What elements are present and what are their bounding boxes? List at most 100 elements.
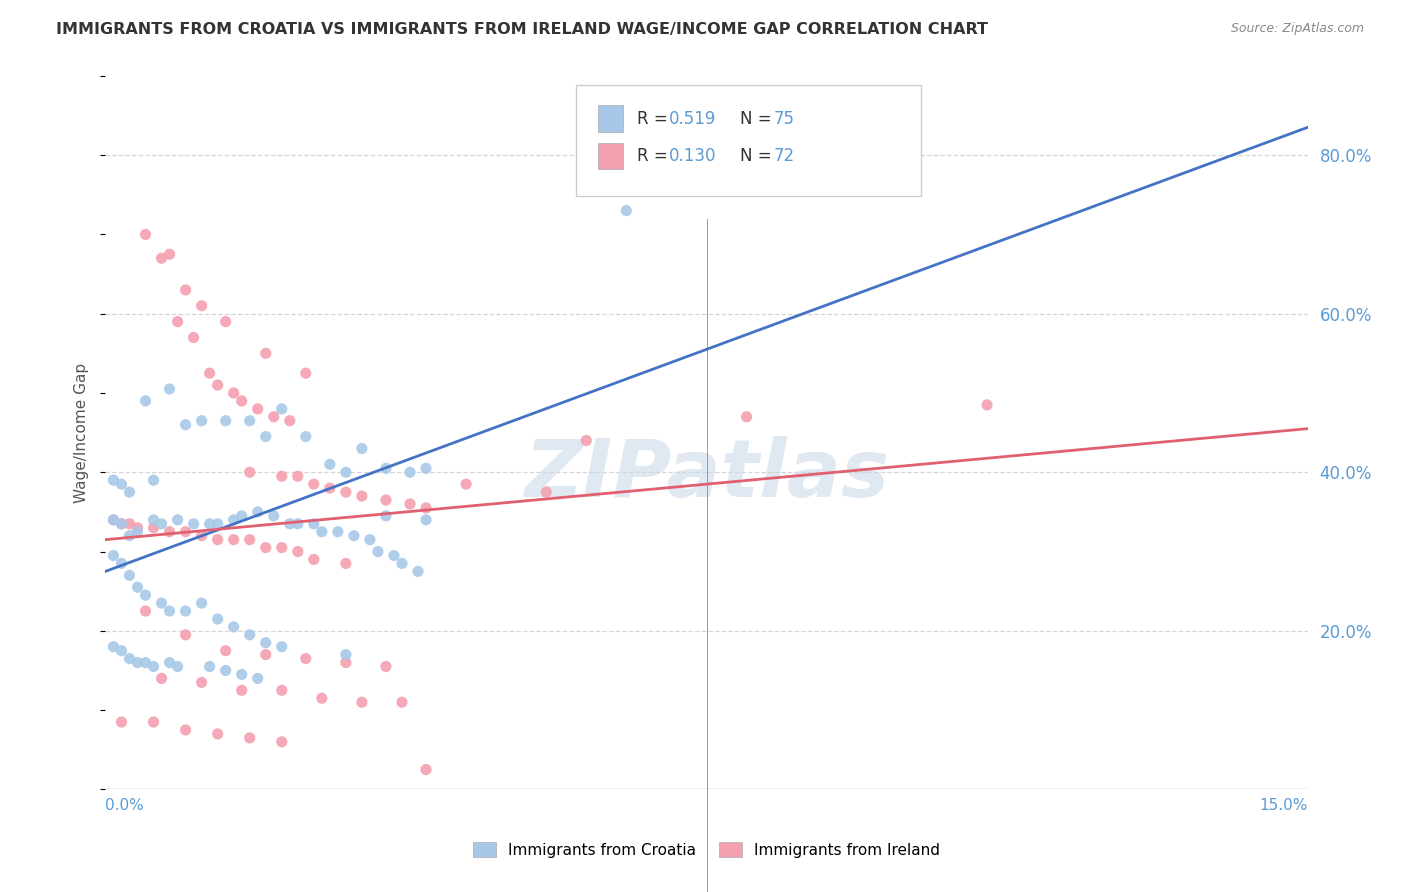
Point	[976, 398, 998, 412]
Point	[254, 636, 277, 650]
Point	[367, 544, 389, 558]
Point	[118, 516, 141, 531]
Text: IMMIGRANTS FROM CROATIA VS IMMIGRANTS FROM IRELAND WAGE/INCOME GAP CORRELATION C: IMMIGRANTS FROM CROATIA VS IMMIGRANTS FR…	[56, 22, 988, 37]
Point	[295, 429, 318, 443]
Point	[174, 604, 197, 618]
Point	[110, 516, 132, 531]
Y-axis label: Wage/Income Gap: Wage/Income Gap	[75, 362, 90, 503]
Point	[278, 516, 301, 531]
Text: 72: 72	[773, 147, 794, 165]
Point	[534, 485, 557, 500]
Point	[166, 315, 188, 329]
Point	[207, 378, 229, 392]
Text: ZIPatlas: ZIPatlas	[524, 436, 889, 515]
Point	[110, 643, 132, 657]
Point	[110, 557, 132, 571]
Point	[374, 659, 398, 673]
Point	[190, 299, 212, 313]
Point	[118, 568, 141, 582]
Text: N =: N =	[740, 147, 776, 165]
Point	[222, 620, 245, 634]
Point	[222, 533, 245, 547]
Point	[278, 414, 301, 428]
Point	[190, 675, 212, 690]
Point	[150, 251, 173, 265]
Point	[246, 672, 269, 686]
Point	[343, 529, 366, 543]
Point	[335, 485, 357, 500]
Point	[254, 346, 277, 360]
Point	[222, 513, 245, 527]
Point	[214, 414, 236, 428]
Point	[399, 465, 422, 479]
Point	[103, 513, 125, 527]
Point	[287, 516, 309, 531]
Point	[174, 417, 197, 432]
Point	[127, 656, 149, 670]
Point	[374, 461, 398, 475]
Point	[456, 477, 478, 491]
Point	[103, 640, 125, 654]
Point	[150, 672, 173, 686]
Point	[174, 723, 197, 737]
Point	[183, 330, 205, 344]
Point	[159, 382, 181, 396]
Point	[374, 508, 398, 523]
Point	[207, 516, 229, 531]
Point	[166, 513, 188, 527]
Point	[118, 651, 141, 665]
Point	[135, 393, 157, 408]
Point	[103, 549, 125, 563]
Point	[207, 727, 229, 741]
Point	[415, 763, 437, 777]
Point	[735, 409, 758, 424]
Point	[190, 529, 212, 543]
Point	[174, 283, 197, 297]
Point	[335, 557, 357, 571]
Point	[214, 315, 236, 329]
Point	[311, 524, 333, 539]
Point	[198, 366, 221, 380]
Point	[270, 735, 292, 749]
Point	[263, 508, 285, 523]
Point	[207, 533, 229, 547]
Point	[118, 529, 141, 543]
Point	[150, 516, 173, 531]
Text: 0.0%: 0.0%	[105, 798, 145, 814]
Text: 75: 75	[773, 110, 794, 128]
Point	[166, 659, 188, 673]
Text: 15.0%: 15.0%	[1260, 798, 1308, 814]
Point	[231, 667, 253, 681]
Point	[103, 513, 125, 527]
Point	[174, 524, 197, 539]
Point	[127, 521, 149, 535]
Point	[415, 500, 437, 515]
Point	[142, 521, 165, 535]
Point	[287, 544, 309, 558]
Text: N =: N =	[740, 110, 776, 128]
Point	[150, 596, 173, 610]
Point	[159, 247, 181, 261]
Point	[382, 549, 405, 563]
Point	[174, 628, 197, 642]
Point	[263, 409, 285, 424]
Point	[399, 497, 422, 511]
Point	[270, 469, 292, 483]
Point	[350, 489, 373, 503]
Point	[295, 651, 318, 665]
Point	[415, 461, 437, 475]
Point	[246, 401, 269, 416]
Text: R =: R =	[637, 110, 673, 128]
Point	[254, 541, 277, 555]
Point	[198, 516, 221, 531]
Legend: Immigrants from Croatia, Immigrants from Ireland: Immigrants from Croatia, Immigrants from…	[467, 836, 946, 863]
Point	[270, 401, 292, 416]
Point	[350, 695, 373, 709]
Point	[350, 442, 373, 456]
Point	[135, 604, 157, 618]
Point	[239, 628, 262, 642]
Point	[159, 656, 181, 670]
Point	[302, 516, 325, 531]
Point	[231, 683, 253, 698]
Point	[159, 524, 181, 539]
